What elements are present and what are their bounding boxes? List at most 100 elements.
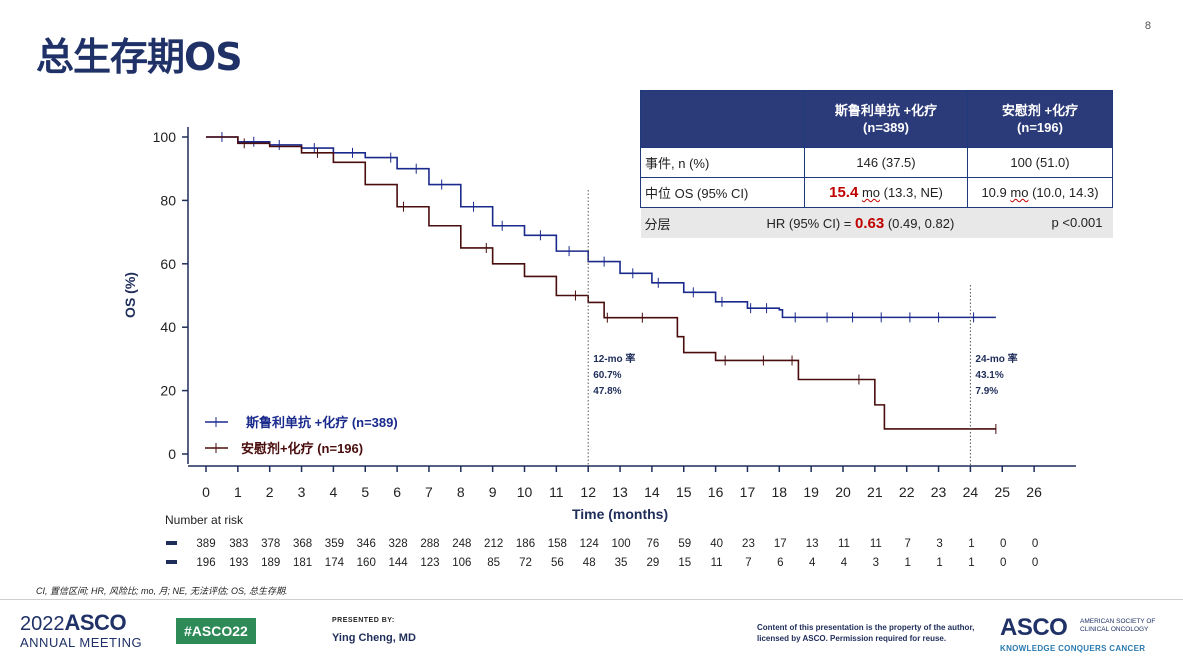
risk-count: 1 [904, 557, 910, 569]
risk-row-marker [166, 541, 177, 545]
risk-count: 328 [389, 538, 408, 550]
chart-legend: 斯鲁利单抗 +化疗 (n=389) 安慰剂+化疗 (n=196) [205, 415, 398, 456]
hazard-ratio: HR (95% CI) = 0.63 (0.49, 0.82) p <0.001 [767, 207, 1113, 238]
risk-count: 72 [519, 557, 532, 569]
x-tick-label: 7 [425, 484, 433, 500]
row-label-median-os: 中位 OS (95% CI) [640, 177, 805, 208]
footer: 2022ASCO ANNUAL MEETING #ASCO22 PRESENTE… [0, 599, 1183, 659]
x-tick-label: 9 [489, 484, 497, 500]
risk-count: 29 [647, 557, 660, 569]
x-tick-label: 11 [549, 484, 564, 500]
risk-count: 368 [293, 538, 312, 550]
risk-count: 181 [293, 557, 312, 569]
y-axis-title: OS (%) [122, 272, 138, 318]
y-tick-label: 20 [160, 383, 176, 399]
risk-count: 4 [809, 557, 816, 569]
landmark-rate-label: 24-mo 率 [975, 352, 1017, 365]
asco-logo: ASCO AMERICAN SOCIETY OF CLINICAL ONCOLO… [1000, 614, 1156, 653]
risk-count: 1 [968, 557, 974, 569]
events-arm-a: 146 (37.5) [804, 147, 968, 178]
risk-count: 13 [806, 538, 819, 550]
x-tick-label: 2 [266, 484, 274, 500]
x-tick-label: 16 [708, 484, 724, 500]
slide-title: 总生存期OS [36, 35, 243, 79]
x-tick-label: 20 [835, 484, 851, 500]
legend-label: 安慰剂+化疗 (n=196) [241, 441, 363, 456]
risk-count: 23 [742, 538, 755, 550]
risk-count: 76 [647, 538, 660, 550]
risk-count: 359 [325, 538, 344, 550]
median-os-arm-b: 10.9 mo (10.0, 14.3) [967, 177, 1113, 208]
x-tick-label: 17 [740, 484, 756, 500]
risk-count: 193 [229, 557, 248, 569]
y-tick-label: 40 [160, 319, 176, 335]
x-tick-label: 0 [202, 484, 210, 500]
hashtag-badge: #ASCO22 [176, 618, 256, 644]
landmark-rate-label: 43.1% [975, 370, 1003, 381]
risk-count: 3 [873, 557, 879, 569]
p-value: p <0.001 [1051, 215, 1103, 230]
risk-count: 160 [357, 557, 376, 569]
risk-count: 186 [516, 538, 535, 550]
landmark-rate-label: 47.8% [593, 386, 621, 397]
risk-count: 0 [1032, 557, 1038, 569]
x-tick-label: 1 [234, 484, 242, 500]
risk-count: 11 [711, 557, 723, 569]
chart-annotations: 12-mo 率 60.7% 47.8% 24-mo 率 43.1% 7.9% [587, 190, 1018, 466]
table-header-arm-b: 安慰剂 +化疗 (n=196) [967, 90, 1113, 148]
risk-count: 0 [1000, 538, 1006, 550]
risk-count: 1 [968, 538, 974, 550]
risk-count: 124 [580, 538, 600, 550]
x-tick-label: 8 [457, 484, 465, 500]
km-curve-arm-b [206, 136, 996, 430]
table-corner [640, 90, 805, 148]
x-tick-label: 23 [931, 484, 947, 500]
risk-count: 0 [1000, 557, 1006, 569]
risk-count: 7 [904, 538, 910, 550]
risk-count: 378 [261, 538, 280, 550]
y-tick-label: 60 [160, 256, 176, 272]
risk-count: 174 [325, 557, 345, 569]
x-tick-label: 18 [772, 484, 788, 500]
risk-count: 11 [870, 538, 882, 550]
risk-count: 144 [389, 557, 409, 569]
risk-count: 248 [452, 538, 471, 550]
copyright-notice: Content of this presentation is the prop… [757, 623, 975, 643]
landmark-rate-label: 12-mo 率 [593, 352, 635, 365]
risk-count: 383 [229, 538, 248, 550]
risk-count: 100 [611, 538, 630, 550]
presenter-name: Ying Cheng, MD [332, 632, 416, 644]
risk-count: 4 [841, 557, 848, 569]
x-tick-label: 26 [1026, 484, 1042, 500]
risk-count: 1 [936, 557, 942, 569]
risk-count: 158 [548, 538, 567, 550]
x-tick-label: 6 [393, 484, 401, 500]
y-tick-label: 100 [153, 129, 177, 145]
landmark-rate-label: 60.7% [593, 370, 621, 381]
x-tick-label: 22 [899, 484, 915, 500]
risk-count: 196 [196, 557, 215, 569]
risk-count: 85 [487, 557, 500, 569]
risk-count: 6 [777, 557, 783, 569]
risk-count: 48 [583, 557, 596, 569]
y-tick-label: 0 [168, 446, 176, 462]
x-tick-label: 4 [330, 484, 338, 500]
risk-count: 40 [710, 538, 723, 550]
risk-count: 56 [551, 557, 564, 569]
events-arm-b: 100 (51.0) [967, 147, 1113, 178]
x-tick-label: 15 [676, 484, 692, 500]
footnote: CI, 置信区间; HR, 风险比; mo, 月; NE, 无法评估; OS, … [36, 586, 288, 596]
x-tick-label: 14 [644, 484, 660, 500]
chart-curves [206, 132, 997, 434]
median-os-arm-a: 15.4 mo (13.3, NE) [804, 177, 968, 208]
risk-table-title: Number at risk [165, 513, 244, 527]
page-number: 8 [1144, 20, 1151, 32]
x-tick-label: 13 [612, 484, 628, 500]
risk-count: 106 [452, 557, 471, 569]
risk-row-marker [166, 560, 177, 564]
x-tick-label: 5 [361, 484, 369, 500]
risk-count: 17 [774, 538, 787, 550]
